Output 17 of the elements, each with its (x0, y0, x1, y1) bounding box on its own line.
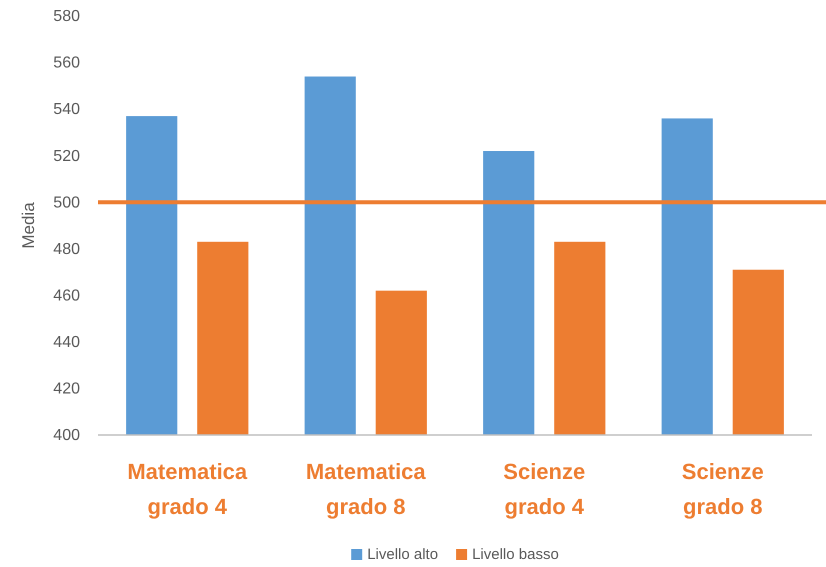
y-tick-label: 460 (53, 287, 80, 304)
x-tick-label: Scienze grado 8 (682, 459, 764, 519)
x-tick-label: Scienze grado 4 (503, 459, 586, 519)
y-tick-label: 420 (53, 380, 80, 398)
y-tick-label: 480 (53, 240, 80, 258)
y-tick-label: 520 (53, 148, 80, 165)
y-tick-label: 400 (53, 427, 80, 444)
y-tick-label: 540 (53, 101, 80, 118)
y-axis-title: Media (19, 202, 38, 249)
y-tick-label: 440 (53, 334, 80, 352)
y-tick-label: 560 (53, 54, 80, 72)
legend-label: Livello basso (472, 546, 559, 563)
x-tick-label: Matematica grado 8 (306, 459, 426, 519)
legend-label: Livello alto (367, 546, 438, 563)
y-tick-label: 500 (53, 194, 80, 212)
x-tick-label: Matematica grado 4 (127, 459, 248, 519)
y-tick-label: 580 (53, 8, 80, 26)
